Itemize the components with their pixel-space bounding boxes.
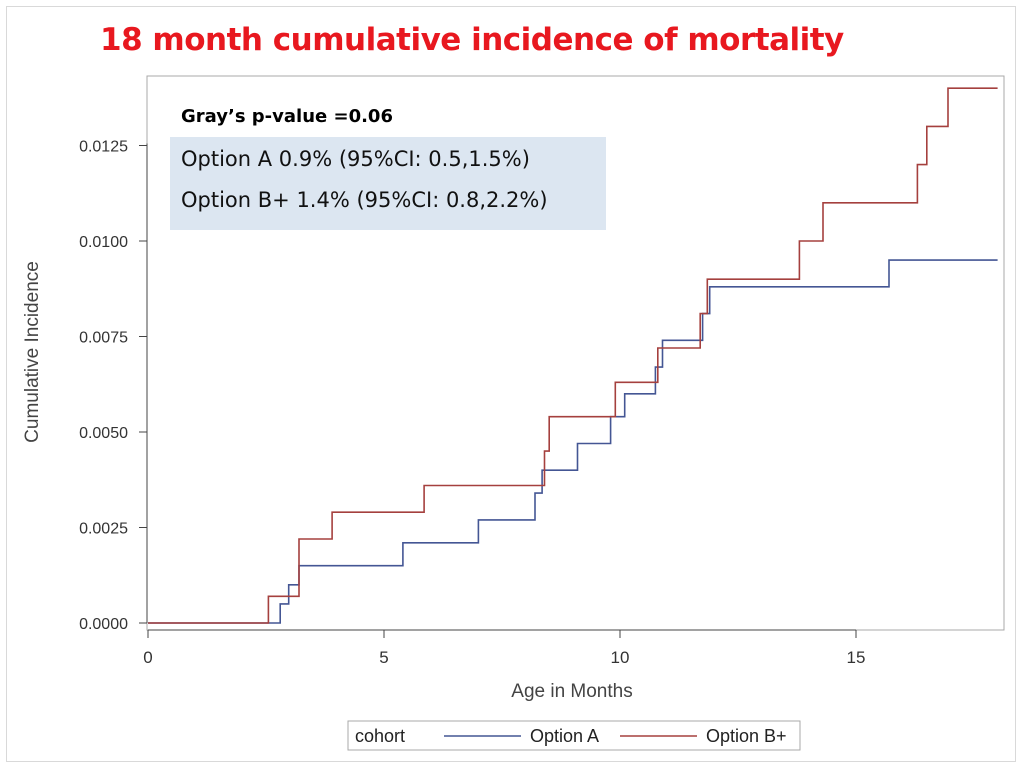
x-tick-label: 10 bbox=[611, 648, 630, 667]
annotation-box bbox=[170, 137, 606, 230]
axes: 0.0000 0.0025 0.0050 0.0075 0.0100 0.0125 0 5 10… bbox=[79, 139, 865, 668]
x-axis-label: Age in Months bbox=[511, 681, 632, 702]
legend-label-option-a: Option A bbox=[530, 726, 599, 746]
legend-title: cohort bbox=[355, 726, 405, 746]
pvalue-text: Gray’s p-value =0.06 bbox=[181, 106, 393, 127]
slide-frame bbox=[6, 6, 1016, 762]
option-a-estimate: Option A 0.9% (95%CI: 0.5,1.5%) bbox=[181, 147, 530, 171]
series-line-option-b bbox=[148, 87, 998, 624]
slide-title: 18 month cumulative incidence of mortali… bbox=[100, 22, 844, 58]
legend-label-option-b: Option B+ bbox=[706, 726, 787, 746]
y-tick-label: 0.0075 bbox=[79, 330, 128, 347]
option-b-estimate: Option B+ 1.4% (95%CI: 0.8,2.2%) bbox=[181, 188, 548, 212]
x-tick-label: 0 bbox=[143, 648, 152, 667]
y-tick-label: 0.0025 bbox=[79, 521, 128, 538]
y-axis-label: Cumulative Incidence bbox=[22, 261, 43, 443]
y-tick-label: 0.0100 bbox=[79, 234, 128, 251]
y-tick-label: 0.0050 bbox=[79, 425, 128, 442]
legend-box bbox=[347, 720, 801, 751]
x-tick-label: 5 bbox=[379, 648, 388, 667]
y-tick-label: 0.0000 bbox=[79, 616, 128, 633]
x-tick-label: 15 bbox=[847, 648, 866, 667]
series-layer bbox=[148, 87, 998, 624]
y-tick-label: 0.0125 bbox=[79, 139, 128, 156]
